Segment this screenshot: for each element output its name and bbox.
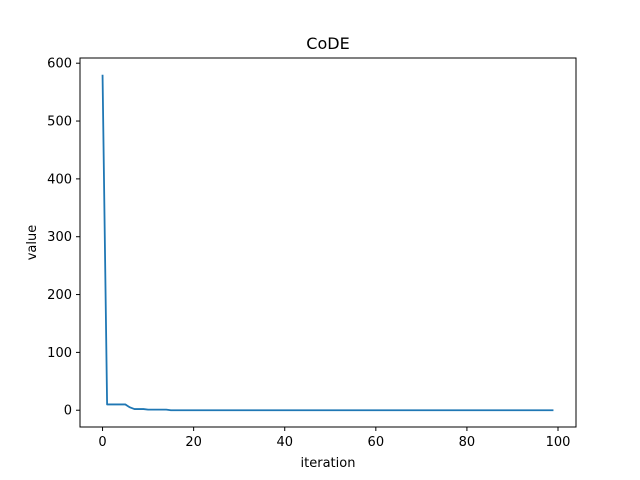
x-tick-label: 80 [459,435,476,450]
x-tick-label: 0 [98,435,106,450]
chart-title: CoDE [306,34,349,53]
y-tick-label: 500 [47,115,72,130]
x-tick-label: 20 [185,435,202,450]
y-axis-label: value [25,225,40,261]
y-tick-label: 0 [64,404,72,419]
x-tick-label: 60 [368,435,385,450]
series-layer [101,74,554,412]
x-axis-label: iteration [301,456,356,471]
y-tick-label: 300 [47,230,72,245]
axes-frame [79,57,577,428]
x-tick-label: 40 [276,435,293,450]
y-tick-label: 100 [47,346,72,361]
x-tick-label: 100 [546,435,571,450]
y-tick-label: 200 [47,288,72,303]
series-line [101,74,554,412]
ticks-layer: 0 20 40 60 80 100 0 100 200 300 400 500 600 [47,57,570,450]
y-tick-label: 600 [47,57,72,72]
y-tick-label: 400 [47,172,72,187]
